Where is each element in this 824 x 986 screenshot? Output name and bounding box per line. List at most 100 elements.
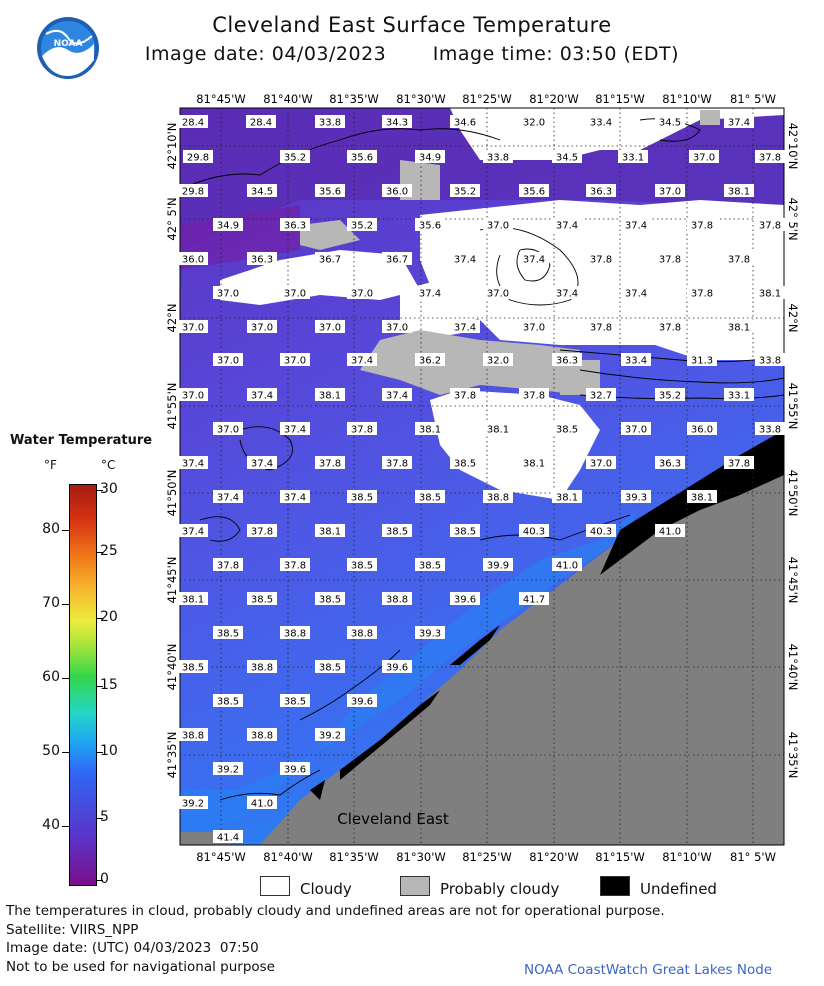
temperature-label-text: 35.2 bbox=[351, 221, 373, 232]
temperature-label-text: 38.1 bbox=[523, 459, 545, 470]
temperature-label: 36.3 bbox=[586, 184, 616, 198]
temperature-label-box bbox=[178, 320, 208, 333]
temperature-label: 38.5 bbox=[213, 694, 243, 708]
celsius-tick-label: 5 bbox=[100, 809, 109, 825]
temperature-label-text: 34.9 bbox=[419, 153, 441, 164]
celsius-tick-label: 15 bbox=[100, 677, 118, 693]
fahrenheit-tick-mark bbox=[62, 752, 69, 753]
temperature-label: 38.5 bbox=[280, 694, 310, 708]
temperature-label-box bbox=[213, 830, 243, 843]
temperature-label: 38.1 bbox=[519, 456, 549, 470]
temperature-label: 38.5 bbox=[347, 490, 377, 504]
temperature-label-text: 38.1 bbox=[319, 527, 341, 538]
temperature-label-box bbox=[655, 320, 685, 333]
temperature-label: 37.0 bbox=[347, 286, 377, 300]
temperature-label: 37.4 bbox=[213, 490, 243, 504]
temperature-label-box bbox=[247, 592, 277, 605]
temperature-label: 36.3 bbox=[655, 456, 685, 470]
temperature-label-box bbox=[586, 252, 616, 265]
temperature-label-box bbox=[586, 388, 616, 401]
temperature-label-box bbox=[178, 592, 208, 605]
temperature-label: 38.1 bbox=[178, 592, 208, 606]
temperature-label: 38.5 bbox=[450, 456, 480, 470]
temperature-label: 36.0 bbox=[178, 252, 208, 266]
temperature-label-text: 38.8 bbox=[487, 493, 509, 504]
temperature-label: 37.8 bbox=[347, 422, 377, 436]
temperature-label-text: 31.3 bbox=[691, 356, 713, 367]
temperature-label: 38.8 bbox=[247, 660, 277, 674]
temperature-label-text: 36.0 bbox=[386, 187, 408, 198]
lat-label-left: 41°50'N bbox=[165, 470, 179, 517]
temperature-label-text: 37.4 bbox=[625, 289, 647, 300]
temperature-label-text: 34.5 bbox=[659, 118, 681, 129]
lat-label-right: 41°45'N bbox=[786, 557, 800, 604]
temperature-label-text: 41.0 bbox=[556, 561, 578, 572]
temperature-label: 38.8 bbox=[247, 728, 277, 742]
temperature-label-text: 39.2 bbox=[319, 731, 341, 742]
temperature-label-text: 35.6 bbox=[419, 221, 441, 232]
temperature-label-box bbox=[450, 115, 480, 128]
lon-label-top: 81°15'W bbox=[595, 92, 645, 106]
temperature-label-text: 37.4 bbox=[251, 391, 273, 402]
noaa-node-link[interactable]: NOAA CoastWatch Great Lakes Node bbox=[524, 962, 773, 978]
temperature-label-text: 38.5 bbox=[217, 697, 239, 708]
temperature-label: 36.3 bbox=[247, 252, 277, 266]
temperature-label-text: 37.4 bbox=[217, 493, 239, 504]
temperature-label: 37.4 bbox=[280, 490, 310, 504]
temperature-label-box bbox=[213, 218, 243, 231]
temperature-label: 35.6 bbox=[415, 218, 445, 232]
temperature-label-box bbox=[655, 388, 685, 401]
temperature-label: 38.1 bbox=[687, 490, 717, 504]
temperature-label: 33.8 bbox=[755, 422, 785, 436]
temperature-label-box bbox=[552, 218, 582, 231]
temperature-label: 37.8 bbox=[687, 286, 717, 300]
temperature-label-box bbox=[755, 286, 785, 299]
lat-label-left: 41°35'N bbox=[165, 732, 179, 779]
temperature-label-text: 38.5 bbox=[419, 561, 441, 572]
temperature-label-box bbox=[586, 184, 616, 197]
temperature-label-text: 38.1 bbox=[319, 391, 341, 402]
temperature-label-box bbox=[280, 490, 310, 503]
temperature-label-box bbox=[382, 115, 412, 128]
temperature-label-box bbox=[450, 320, 480, 333]
temperature-label-text: 38.5 bbox=[319, 663, 341, 674]
temperature-label: 38.5 bbox=[415, 558, 445, 572]
undefined-label: Undefined bbox=[640, 880, 717, 898]
temperature-label-box bbox=[450, 388, 480, 401]
temperature-label-text: 37.8 bbox=[217, 561, 239, 572]
temperature-label-text: 38.5 bbox=[351, 561, 373, 572]
temperature-label-box bbox=[246, 115, 276, 128]
temperature-label: 37.4 bbox=[247, 456, 277, 470]
temperature-label-text: 37.0 bbox=[386, 323, 408, 334]
temperature-label: 35.6 bbox=[347, 150, 377, 164]
temperature-label-box bbox=[213, 558, 243, 571]
celsius-tick-mark bbox=[96, 752, 103, 753]
unit-celsius: °C bbox=[101, 458, 116, 472]
temperature-label-text: 37.0 bbox=[659, 187, 681, 198]
temperature-label-text: 41.4 bbox=[217, 833, 239, 844]
temperature-label-text: 37.8 bbox=[728, 459, 750, 470]
undefined-swatch bbox=[600, 876, 630, 896]
temperature-label: 36.3 bbox=[552, 353, 582, 367]
lat-label-left: 41°55'N bbox=[165, 383, 179, 430]
lat-label-right: 41°40'N bbox=[786, 644, 800, 691]
temperature-label: 37.4 bbox=[450, 252, 480, 266]
temperature-label: 41.0 bbox=[247, 796, 277, 810]
temperature-label: 38.8 bbox=[483, 490, 513, 504]
temperature-label-text: 37.4 bbox=[523, 255, 545, 266]
temperature-label-box bbox=[519, 456, 549, 469]
temperature-label-box bbox=[724, 320, 754, 333]
temperature-label-box bbox=[247, 524, 277, 537]
temperature-label-text: 33.8 bbox=[759, 425, 781, 436]
temperature-label-text: 38.1 bbox=[759, 289, 781, 300]
lat-label-left: 42°N bbox=[165, 304, 179, 333]
temperature-label-box bbox=[586, 320, 616, 333]
temperature-label: 37.0 bbox=[382, 320, 412, 334]
temperature-label-box bbox=[586, 115, 616, 128]
title-block: Cleveland East Surface Temperature Image… bbox=[0, 13, 824, 65]
temperature-label-text: 37.8 bbox=[590, 323, 612, 334]
temperature-label-text: 37.0 bbox=[487, 221, 509, 232]
temperature-label-box bbox=[213, 422, 243, 435]
disclaimer-text: The temperatures in cloud, probably clou… bbox=[6, 903, 665, 919]
